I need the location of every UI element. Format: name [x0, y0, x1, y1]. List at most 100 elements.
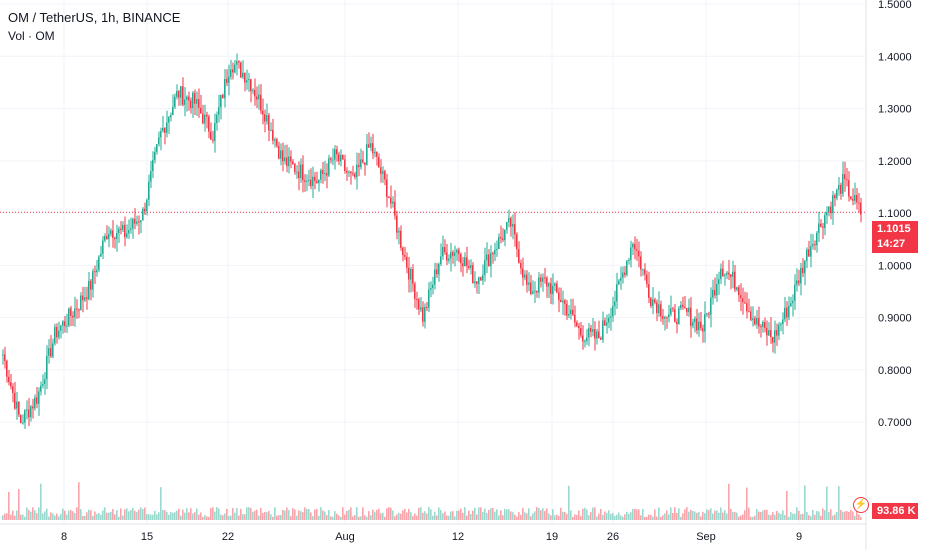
- volume-bar: [56, 513, 58, 520]
- candle-body: [758, 318, 760, 327]
- volume-bar: [234, 512, 236, 520]
- candle-body: [704, 314, 706, 332]
- candle-body: [314, 176, 316, 181]
- volume-bar: [298, 510, 300, 520]
- volume-bar: [418, 507, 420, 520]
- candle-body: [334, 149, 336, 160]
- candle-body: [656, 302, 658, 314]
- volume-indicator-label[interactable]: Vol · OM: [8, 29, 55, 43]
- volume-bar: [254, 510, 256, 520]
- y-tick-label: 0.8000: [878, 365, 912, 377]
- volume-bar: [252, 511, 254, 520]
- candle-body: [568, 314, 570, 316]
- candle-body: [788, 306, 790, 318]
- volume-bar: [600, 508, 602, 520]
- candle-body: [86, 297, 88, 300]
- x-tick-label: Sep: [696, 531, 716, 543]
- volume-bar: [740, 515, 742, 520]
- volume-bar: [722, 512, 724, 520]
- candle-body: [450, 252, 452, 259]
- candle-body: [556, 283, 558, 293]
- volume-bar: [534, 511, 536, 520]
- candle-body: [592, 329, 594, 332]
- candle-body: [404, 255, 406, 257]
- volume-bar: [836, 512, 838, 520]
- candle-body: [522, 268, 524, 278]
- candle-body: [304, 180, 306, 182]
- volume-value-tag: 93.86 K: [872, 503, 918, 519]
- candle-body: [410, 269, 412, 280]
- candle-body: [548, 283, 550, 287]
- candle-body: [486, 254, 488, 261]
- volume-bar: [246, 507, 248, 520]
- volume-bar: [244, 514, 246, 520]
- candle-body: [144, 208, 146, 212]
- candle-body: [276, 139, 278, 146]
- candle-body: [288, 156, 290, 167]
- candle-body: [114, 237, 116, 240]
- candle-body: [4, 354, 6, 361]
- candle-body: [520, 262, 522, 269]
- candle-body: [226, 78, 228, 83]
- volume-bar: [112, 509, 114, 520]
- volume-bar: [524, 512, 526, 520]
- candle-body: [654, 299, 656, 303]
- candle-body: [754, 318, 756, 325]
- candle-body: [802, 267, 804, 274]
- candle-body: [412, 269, 414, 284]
- volume-bar: [840, 509, 842, 520]
- volume-bar: [718, 512, 720, 520]
- volume-bar: [154, 510, 156, 520]
- candle-body: [816, 232, 818, 246]
- volume-bar: [420, 507, 422, 520]
- candle-body: [502, 238, 504, 241]
- volume-bar: [220, 514, 222, 520]
- candle-body: [258, 94, 260, 100]
- candle-body: [188, 96, 190, 101]
- candle-body: [352, 173, 354, 175]
- candle-body: [498, 236, 500, 250]
- candle-body: [270, 129, 272, 131]
- candle-body: [272, 129, 274, 141]
- candle-body: [374, 152, 376, 154]
- last-price-value: 1.1015: [877, 223, 911, 235]
- lightning-alert-icon[interactable]: ⚡: [853, 497, 869, 513]
- candle-body: [834, 195, 836, 199]
- candle-body: [378, 156, 380, 168]
- candle-body: [540, 277, 542, 282]
- volume-bar: [228, 516, 230, 520]
- volume-bar: [250, 507, 252, 520]
- volume-bar: [660, 516, 662, 520]
- volume-bar: [720, 507, 722, 520]
- volume-bar: [432, 515, 434, 520]
- volume-bar: [82, 516, 84, 520]
- volume-bar: [604, 511, 606, 520]
- volume-bar: [164, 510, 166, 520]
- volume-bar: [186, 508, 188, 520]
- candle-body: [72, 315, 74, 318]
- candle-body: [448, 258, 450, 261]
- volume-bar: [514, 514, 516, 520]
- candle-body: [164, 127, 166, 133]
- candle-body: [302, 164, 304, 181]
- candle-body: [854, 194, 856, 201]
- candle-body: [462, 263, 464, 267]
- volume-bar: [626, 511, 628, 520]
- candle-body: [506, 222, 508, 230]
- candle-body: [814, 244, 816, 246]
- candle-body: [212, 139, 214, 141]
- candle-body: [584, 341, 586, 343]
- volume-bar: [410, 512, 412, 520]
- volume-bar: [102, 510, 104, 520]
- volume-bar: [516, 516, 518, 520]
- candle-body: [148, 181, 150, 200]
- candle-body: [566, 303, 568, 316]
- candle-body: [92, 271, 94, 290]
- volume-bar: [12, 510, 14, 520]
- volume-bar: [242, 514, 244, 520]
- volume-bar: [314, 509, 316, 520]
- volume-bar: [486, 513, 488, 520]
- candle-body: [644, 269, 646, 275]
